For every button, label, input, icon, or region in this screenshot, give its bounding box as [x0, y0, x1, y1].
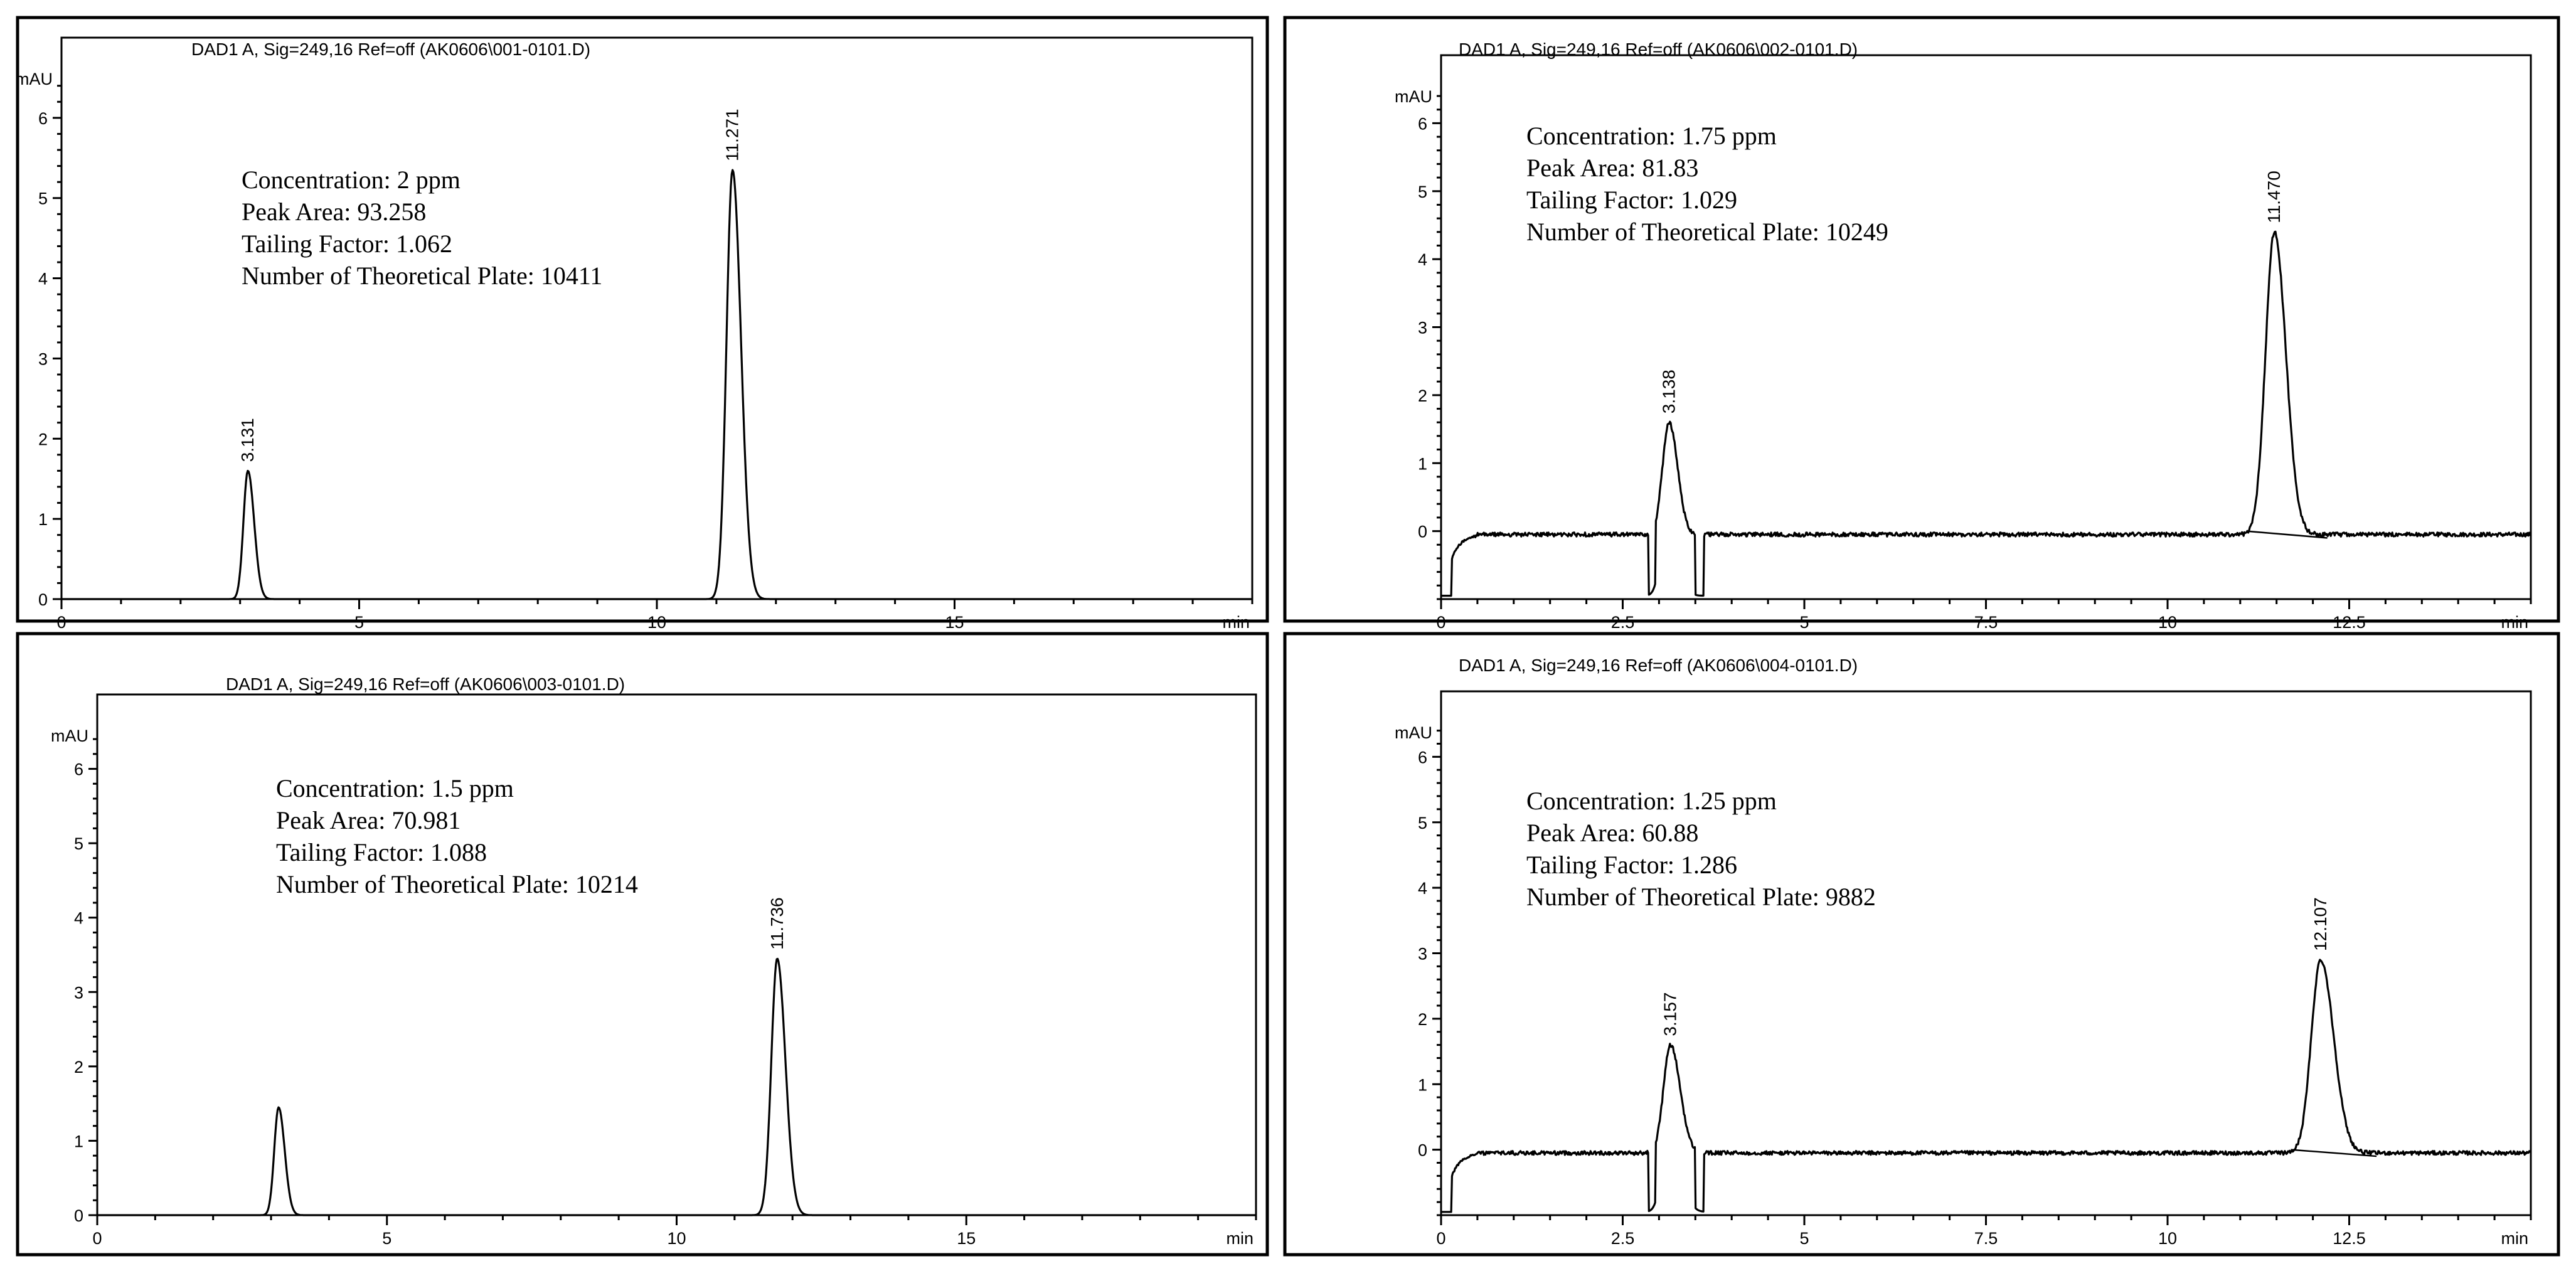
x-tick-label: 10	[647, 613, 666, 632]
annotation-line: Number of Theoretical Plate: 10214	[276, 870, 638, 898]
signal-header: DAD1 A, Sig=249,16 Ref=off (AK0606\002-0…	[1459, 40, 1858, 59]
x-tick-label: 5	[354, 613, 364, 632]
y-tick-label: 6	[1418, 748, 1427, 767]
y-tick-label: 3	[38, 349, 48, 368]
x-tick-label: 7.5	[1974, 1229, 1998, 1248]
integration-baseline	[2291, 1149, 2377, 1157]
y-tick-label: 0	[1418, 523, 1427, 541]
panel-border	[16, 632, 1269, 1257]
y-tick-label: 5	[1418, 183, 1427, 201]
y-tick-label: 4	[38, 270, 48, 289]
signal-header: DAD1 A, Sig=249,16 Ref=off (AK0606\004-0…	[1459, 656, 1858, 675]
y-tick-label: 6	[1418, 114, 1427, 133]
x-tick-label: 12.5	[2333, 613, 2366, 632]
y-tick-label: 6	[38, 109, 48, 128]
peak-label: 12.107	[2311, 897, 2330, 951]
y-tick-label: 0	[1418, 1141, 1427, 1160]
annotation-line: Tailing Factor: 1.286	[1526, 851, 1737, 879]
signal-trace	[1440, 959, 2532, 1213]
annotation-line: Peak Area: 93.258	[242, 198, 426, 226]
x-tick-label: 5	[1799, 613, 1809, 632]
annotation-line: Tailing Factor: 1.088	[276, 838, 487, 866]
annotation-line: Peak Area: 60.88	[1526, 819, 1698, 847]
chromatogram-panel-2: DAD1 A, Sig=249,16 Ref=off (AK0606\002-0…	[1283, 16, 2560, 632]
annotation-line: Concentration: 2 ppm	[242, 166, 460, 194]
y-tick-label: 4	[1418, 879, 1427, 898]
signal-trace	[97, 957, 1257, 1216]
y-tick-label: 5	[1418, 814, 1427, 832]
x-tick-label: 12.5	[2333, 1229, 2366, 1248]
x-tick-label: 5	[1799, 1229, 1809, 1248]
x-tick-label: 2.5	[1611, 613, 1635, 632]
peak-label: 3.138	[1659, 370, 1678, 413]
peak-label: 11.736	[767, 897, 787, 950]
panel-border	[1283, 16, 2560, 623]
annotation-line: Number of Theoretical Plate: 10249	[1526, 218, 1888, 246]
annotation-line: Peak Area: 81.83	[1526, 154, 1698, 182]
panel-border	[16, 16, 1269, 623]
x-axis-unit: min	[2501, 613, 2528, 632]
annotation-line: Number of Theoretical Plate: 10411	[242, 262, 602, 290]
y-tick-label: 0	[38, 590, 48, 609]
annotation-line: Concentration: 1.5 ppm	[276, 774, 514, 802]
integration-baseline	[2246, 530, 2328, 539]
annotation-line: Peak Area: 70.981	[276, 806, 460, 834]
x-tick-label: 2.5	[1611, 1229, 1635, 1248]
signal-header: DAD1 A, Sig=249,16 Ref=off (AK0606\001-0…	[191, 40, 590, 59]
y-axis-label: mAU	[1395, 723, 1432, 742]
x-axis-unit: min	[1222, 613, 1250, 632]
x-axis-unit: min	[1226, 1229, 1253, 1248]
y-tick-label: 3	[1418, 319, 1427, 338]
x-tick-label: 5	[382, 1229, 391, 1248]
chromatogram-panel-4: DAD1 A, Sig=249,16 Ref=off (AK0606\004-0…	[1283, 632, 2560, 1257]
signal-header: DAD1 A, Sig=249,16 Ref=off (AK0606\003-0…	[226, 674, 625, 694]
x-tick-label: 0	[1436, 613, 1445, 632]
annotation-line: Concentration: 1.25 ppm	[1526, 787, 1777, 815]
x-tick-label: 0	[92, 1229, 102, 1248]
y-tick-label: 1	[74, 1132, 83, 1151]
x-tick-label: 0	[1436, 1229, 1445, 1248]
panel-border	[1283, 632, 2560, 1257]
y-tick-label: 3	[1418, 945, 1427, 964]
y-tick-label: 6	[74, 760, 83, 779]
y-axis-label: mAU	[1395, 87, 1432, 106]
y-tick-label: 4	[1418, 250, 1427, 269]
signal-trace	[61, 169, 1253, 600]
y-tick-label: 5	[74, 834, 83, 853]
x-tick-label: 10	[2158, 1229, 2177, 1248]
x-tick-label: 0	[56, 613, 66, 632]
y-tick-label: 1	[1418, 1075, 1427, 1094]
x-tick-label: 15	[945, 613, 964, 632]
y-tick-label: 2	[74, 1058, 83, 1077]
peak-label: 3.157	[1661, 992, 1680, 1036]
y-axis-label: mAU	[51, 726, 88, 745]
peak-label: 3.131	[238, 418, 257, 462]
peak-label: 11.271	[723, 109, 742, 161]
annotation-line: Number of Theoretical Plate: 9882	[1526, 883, 1876, 911]
x-axis-unit: min	[2501, 1229, 2528, 1248]
y-tick-label: 2	[1418, 1010, 1427, 1029]
x-tick-label: 7.5	[1974, 613, 1998, 632]
y-tick-label: 1	[1418, 454, 1427, 473]
annotation-line: Concentration: 1.75 ppm	[1526, 122, 1777, 150]
x-tick-label: 10	[2158, 613, 2177, 632]
y-tick-label: 2	[1418, 386, 1427, 405]
signal-trace	[1440, 230, 2532, 597]
chromatogram-panel-3: DAD1 A, Sig=249,16 Ref=off (AK0606\003-0…	[16, 632, 1269, 1257]
y-tick-label: 2	[38, 430, 48, 449]
x-tick-label: 15	[957, 1229, 976, 1248]
y-tick-label: 0	[74, 1206, 83, 1225]
x-tick-label: 10	[667, 1229, 686, 1248]
y-tick-label: 5	[38, 189, 48, 208]
annotation-line: Tailing Factor: 1.029	[1526, 186, 1737, 214]
peak-label: 11.470	[2264, 171, 2284, 223]
annotation-line: Tailing Factor: 1.062	[242, 230, 452, 258]
y-axis-label: mAU	[15, 70, 53, 88]
chromatogram-panel-1: DAD1 A, Sig=249,16 Ref=off (AK0606\001-0…	[15, 16, 1269, 632]
y-tick-label: 3	[74, 983, 83, 1002]
y-tick-label: 4	[74, 909, 83, 928]
y-tick-label: 1	[38, 510, 48, 529]
